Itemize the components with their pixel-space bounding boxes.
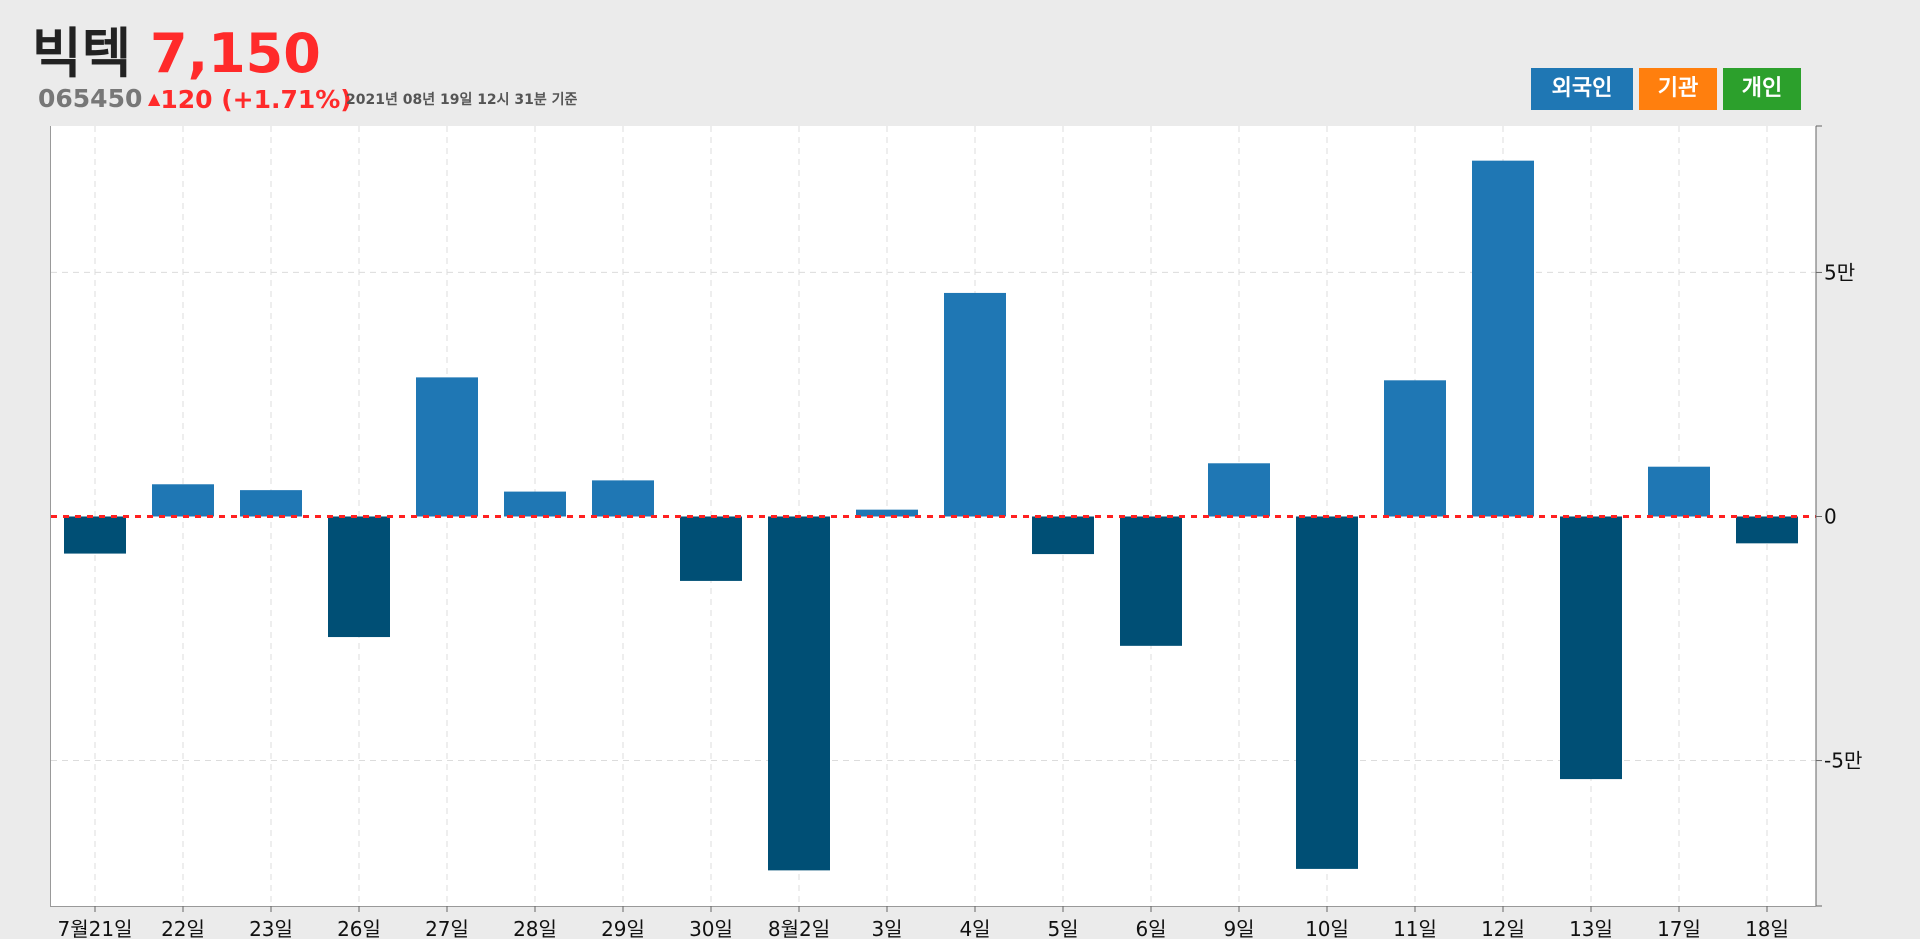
bar-8월2일 xyxy=(768,516,830,871)
bar-28일 xyxy=(504,491,566,517)
x-tick-label: 13일 xyxy=(1569,917,1613,939)
timestamp: 2021년 08년 19일 12시 31분 기준 xyxy=(346,92,578,108)
bar-5일 xyxy=(1032,516,1094,555)
bar-26일 xyxy=(328,516,390,638)
bar-chart xyxy=(51,126,1816,906)
price-change: ▲120 (+1.71%) xyxy=(148,82,352,117)
x-tick-label: 9일 xyxy=(1223,917,1254,939)
x-tick-label: 22일 xyxy=(161,917,205,939)
bar-27일 xyxy=(416,377,478,517)
y-tick-label: 5만 xyxy=(1824,260,1855,284)
bar-30일 xyxy=(680,516,742,581)
price-change-value: 120 (+1.71%) xyxy=(160,85,352,114)
bar-10일 xyxy=(1296,516,1358,869)
x-tick-label: 23일 xyxy=(249,917,293,939)
bar-13일 xyxy=(1560,516,1622,780)
bar-12일 xyxy=(1472,160,1534,517)
bar-6일 xyxy=(1120,516,1182,646)
x-tick-label: 28일 xyxy=(513,917,557,939)
y-tick-label: 0 xyxy=(1824,504,1837,528)
up-triangle-icon: ▲ xyxy=(148,89,161,108)
chart-area xyxy=(50,126,1816,907)
x-tick-label: 17일 xyxy=(1657,917,1701,939)
bar-23일 xyxy=(240,490,302,517)
x-tick-label: 27일 xyxy=(425,917,469,939)
x-tick-label: 7월21일 xyxy=(58,917,133,939)
bar-3일 xyxy=(856,509,918,517)
y-tick-label: -5만 xyxy=(1824,749,1862,773)
stock-code: 065450 xyxy=(38,84,143,113)
x-tick-label: 18일 xyxy=(1745,917,1789,939)
x-tick-label: 3일 xyxy=(871,917,902,939)
x-tick-label: 30일 xyxy=(689,917,733,939)
bar-9일 xyxy=(1208,463,1270,517)
x-tick-label: 6일 xyxy=(1135,917,1166,939)
tab-institution[interactable]: 기관 xyxy=(1639,68,1717,110)
tab-foreign[interactable]: 외국인 xyxy=(1531,68,1633,110)
stock-price: 7,150 xyxy=(150,22,321,85)
bar-22일 xyxy=(152,484,214,517)
bar-18일 xyxy=(1736,516,1798,544)
tab-individual[interactable]: 개인 xyxy=(1723,68,1801,110)
bar-4일 xyxy=(944,292,1006,517)
x-tick-label: 5일 xyxy=(1047,917,1078,939)
x-tick-label: 26일 xyxy=(337,917,381,939)
x-tick-label: 4일 xyxy=(959,917,990,939)
x-tick-label: 8월2일 xyxy=(768,917,830,939)
bar-17일 xyxy=(1648,466,1710,517)
stock-header: 빅텍 7,150 065450 ▲120 (+1.71%) 2021년 08년 … xyxy=(32,20,1882,120)
bar-29일 xyxy=(592,480,654,517)
bar-7월21일 xyxy=(64,516,126,554)
investor-tabs: 외국인 기관 개인 xyxy=(1531,68,1801,110)
stock-name: 빅텍 xyxy=(32,22,132,85)
x-tick-label: 29일 xyxy=(601,917,645,939)
x-tick-label: 10일 xyxy=(1305,917,1349,939)
x-tick-label: 11일 xyxy=(1393,917,1437,939)
x-tick-label: 12일 xyxy=(1481,917,1525,939)
bar-11일 xyxy=(1384,380,1446,517)
